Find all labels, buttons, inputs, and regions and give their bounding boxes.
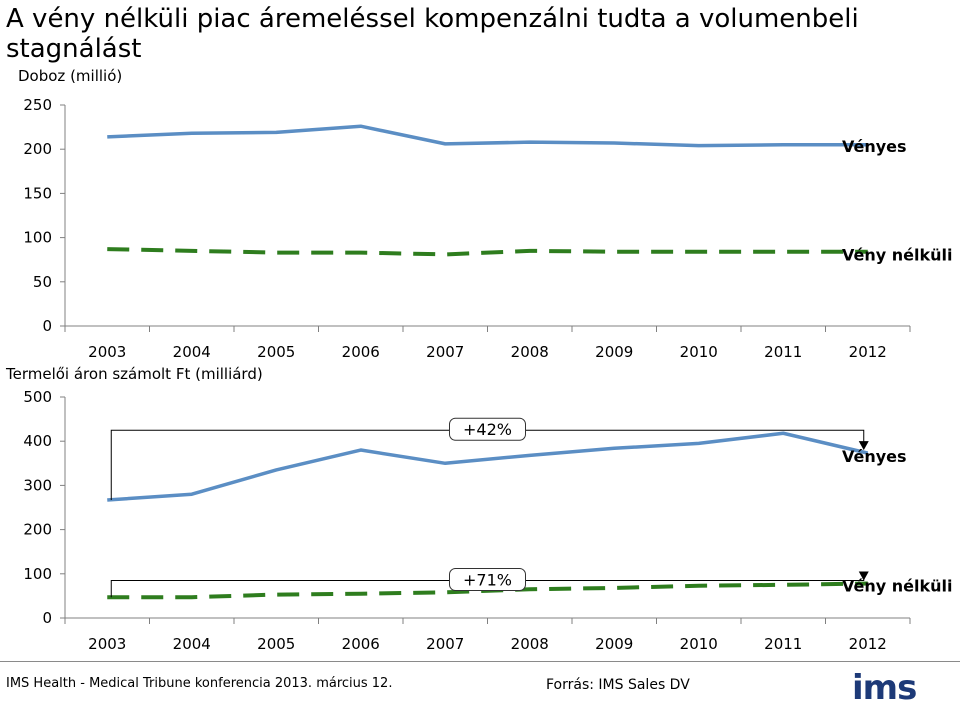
x-tick-label: 2003 [88,343,126,361]
y-tick-label: 100 [23,565,52,583]
annotation-arrowhead [858,441,869,451]
x-tick-label: 2004 [173,635,211,653]
x-tick-label: 2007 [426,635,464,653]
bottom-chart-unit-label: Termelői áron számolt Ft (milliárd) [6,365,263,383]
y-tick-label: 250 [23,96,52,114]
x-tick-label: 2007 [426,343,464,361]
annotation-box [449,568,526,592]
y-tick-label: 200 [23,521,52,539]
series-label: Vény nélküli [842,246,952,265]
x-tick-label: 2005 [257,635,295,653]
top-chart-unit-label: Doboz (millió) [18,67,123,85]
y-tick-label: 0 [42,609,52,627]
x-tick-label: 2011 [764,635,802,653]
series-line-venyes [107,124,868,148]
footer-source: Forrás: IMS Sales DV [546,677,690,693]
footer-conference: IMS Health - Medical Tribune konferencia… [6,676,393,691]
y-tick-label: 0 [42,317,52,335]
series-line-venyes [107,431,869,502]
x-tick-label: 2005 [257,343,295,361]
x-tick-label: 2010 [680,343,718,361]
annotation-label: +71% [463,571,512,590]
x-tick-label: 2012 [849,343,887,361]
x-tick-label: 2009 [595,635,633,653]
series-label: Vény nélküli [842,577,952,596]
y-tick-label: 50 [33,273,52,291]
x-tick-label: 2011 [764,343,802,361]
y-tick-label: 200 [23,140,52,158]
page-title: A vény nélküli piac áremeléssel kompenzá… [6,4,859,64]
series-line-veny-nelkuli [107,247,868,257]
x-tick-label: 2004 [173,343,211,361]
y-tick-label: 500 [23,388,52,406]
x-tick-label: 2006 [342,635,380,653]
x-tick-label: 2008 [511,343,549,361]
x-tick-label: 2003 [88,635,126,653]
y-tick-label: 100 [23,229,52,247]
series-label: Vényes [842,447,907,466]
series-label: Vényes [842,137,907,156]
y-tick-label: 400 [23,432,52,450]
x-tick-label: 2006 [342,343,380,361]
x-tick-label: 2010 [680,635,718,653]
annotation-box [449,417,526,441]
annotation-label: +42% [463,420,512,439]
x-tick-label: 2009 [595,343,633,361]
x-tick-label: 2008 [511,635,549,653]
y-tick-label: 150 [23,184,52,202]
y-tick-label: 300 [23,476,52,494]
footer-divider [0,661,960,662]
x-tick-label: 2012 [849,635,887,653]
annotation-arrowhead [858,571,869,581]
ims-logo: ims [852,668,917,708]
